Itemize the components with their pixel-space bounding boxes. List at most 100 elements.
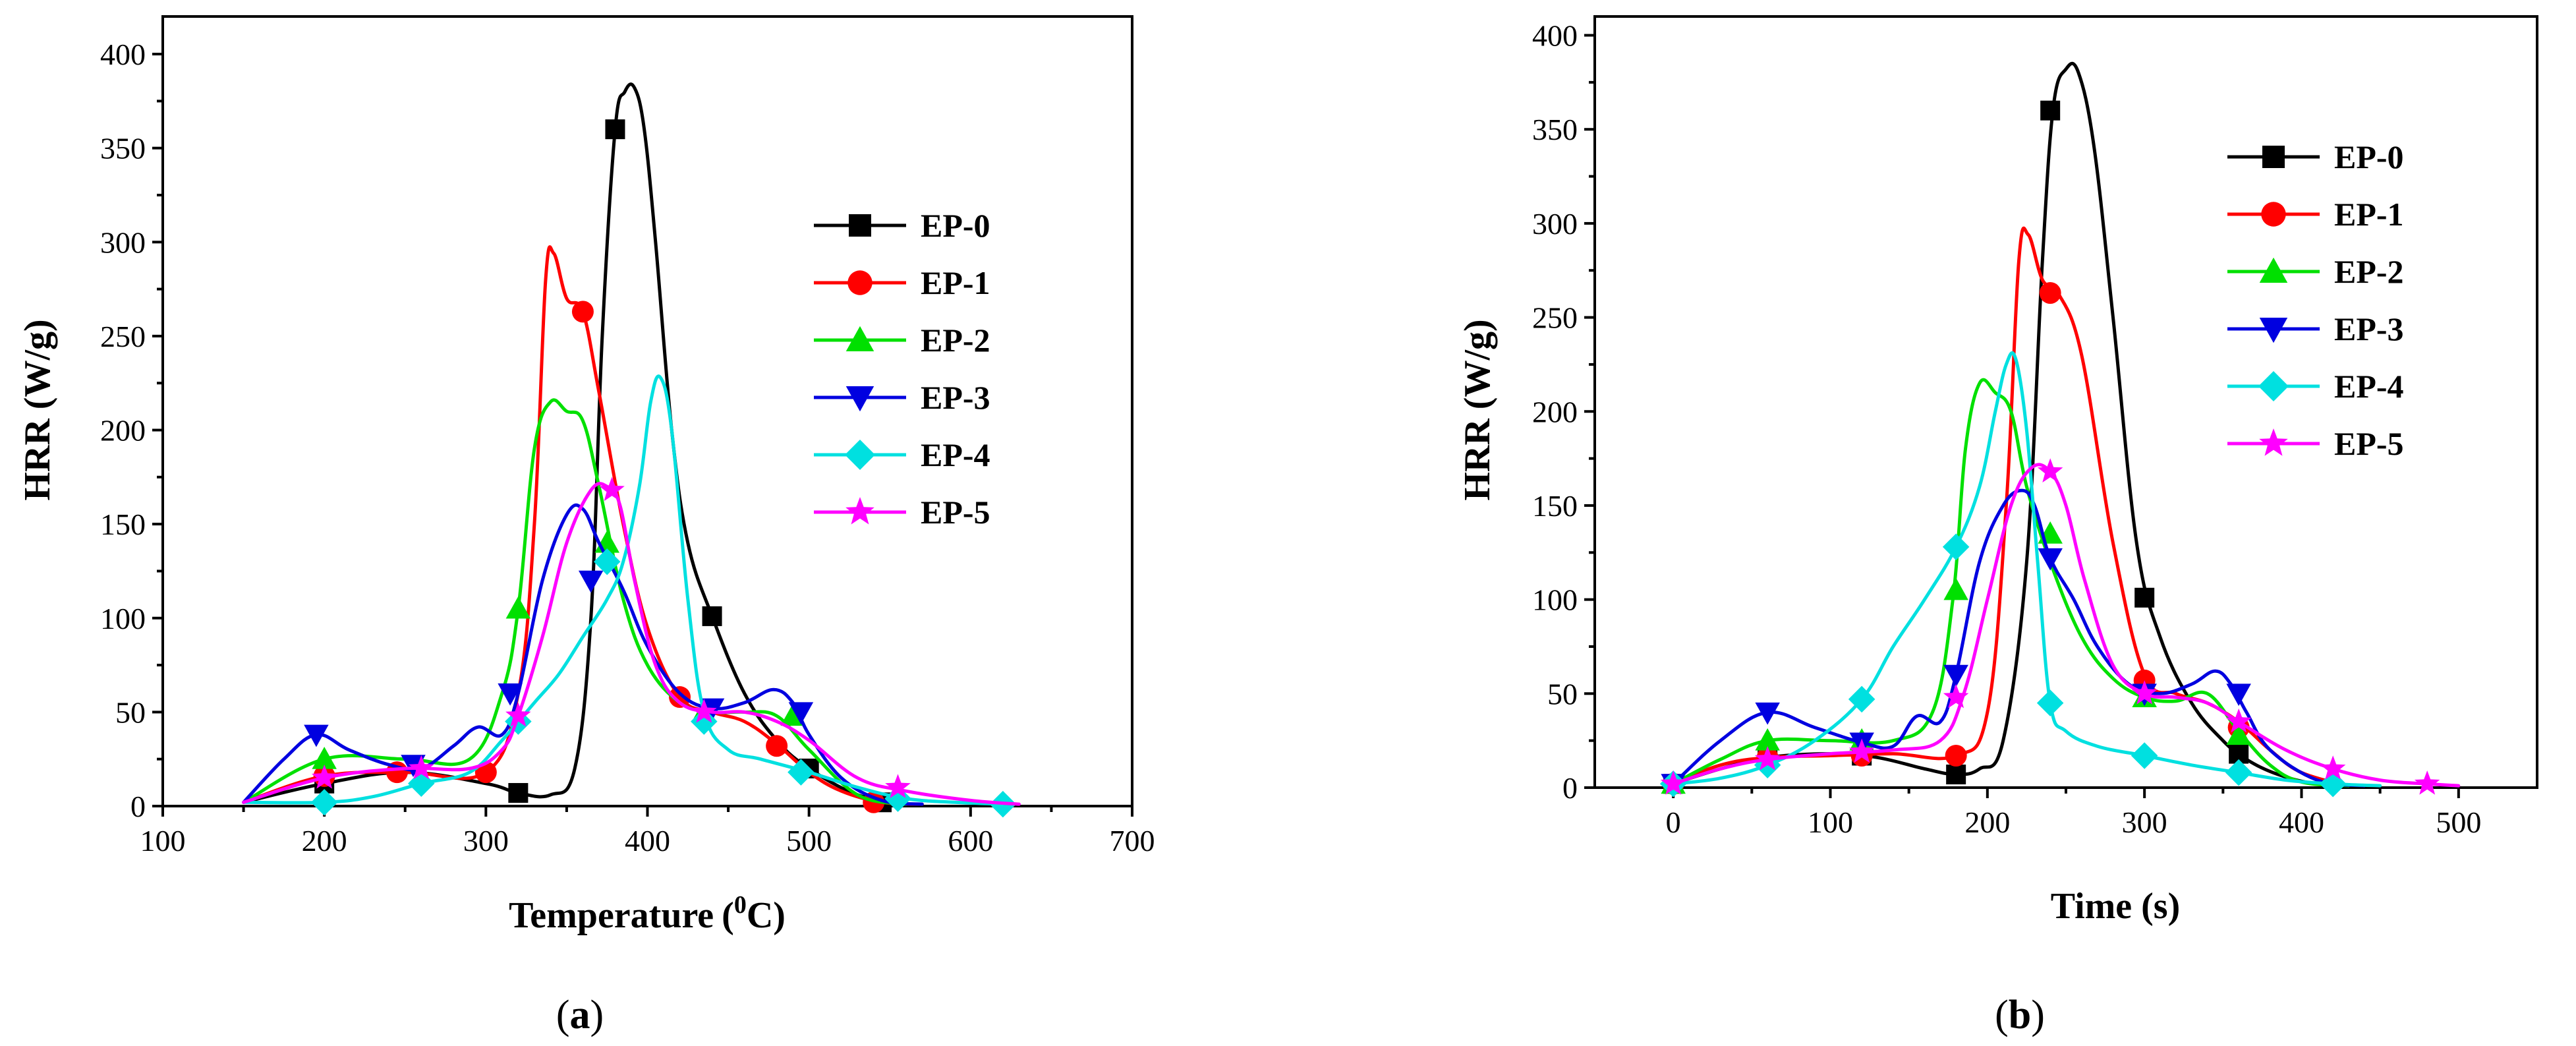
point-b-ep-4-4 (2036, 689, 2064, 716)
legend-label-b-ep-2: EP-2 (2334, 253, 2404, 290)
series-a-ep-4 (242, 374, 1017, 818)
y-tick-label-a-7: 350 (100, 132, 146, 165)
series-a (242, 82, 1021, 818)
point-a-ep-5-1 (409, 755, 434, 780)
legend-b: EP-0 EP-1 EP-2 EP-3 EP-4 EP-5 (2227, 138, 2404, 462)
axes-b: 0 100 200 300 400 500 0 50 100 150 200 250 300 350 400 (1532, 19, 2481, 839)
series-a-ep-5 (242, 477, 1021, 806)
legend-label-a-ep-0: EP-0 (921, 207, 990, 244)
point-a-ep-4-3 (593, 548, 621, 575)
x-tick-label-b-3: 300 (2122, 805, 2167, 839)
x-tick-label-a-5: 600 (948, 824, 993, 857)
point-b-ep-1-4 (2039, 281, 2061, 304)
x-axis-title-a-sup: 0 (734, 891, 747, 919)
point-b-ep-5-1 (1754, 745, 1781, 770)
point-b-ep-4-5 (2131, 742, 2158, 769)
y-axis-title-a: HRR (W/g) (17, 319, 58, 500)
point-b-ep-4-2 (1848, 685, 1875, 713)
point-b-ep-5-6 (2225, 708, 2252, 733)
chart-panel-b: 0 100 200 300 400 500 0 50 100 150 200 250 300 350 400… (1457, 15, 2538, 1037)
legend-marker-a-ep-2 (845, 326, 874, 351)
legend-label-a-ep-3: EP-3 (921, 379, 990, 416)
legend-label-a-ep-4: EP-4 (921, 436, 990, 473)
panel-label-b-letter: b (2009, 993, 2031, 1037)
point-b-ep-0-5 (2134, 587, 2155, 608)
y-tick-label-a-1: 50 (115, 695, 146, 729)
y-tick-label-b-7: 350 (1532, 113, 1578, 146)
legend-label-b-ep-5: EP-5 (2334, 425, 2404, 462)
legend-marker-a-ep-5 (845, 497, 874, 525)
point-a-ep-5-5 (885, 774, 911, 798)
legend-entry-a-ep-0: EP-0 (814, 207, 990, 244)
point-b-ep-0-3 (1946, 765, 1966, 785)
x-axis-title-a: Temperature (0C) (509, 891, 786, 936)
y-tick-label-b-0: 0 (1562, 771, 1578, 805)
point-b-ep-1-3 (1945, 744, 1967, 767)
legend-entry-a-ep-1: EP-1 (814, 264, 990, 301)
point-a-ep-4-0 (310, 789, 338, 816)
point-b-ep-2-3 (1943, 577, 1968, 600)
x-tick-label-a-3: 400 (625, 824, 670, 857)
x-tick-label-a-2: 300 (463, 824, 509, 857)
y-tick-label-b-4: 200 (1532, 395, 1578, 428)
series-line-a-ep-2 (242, 398, 908, 806)
point-a-ep-0-3 (702, 606, 722, 626)
series-line-b-ep-5 (1671, 463, 2461, 788)
legend-entry-b-ep-5: EP-5 (2227, 425, 2404, 462)
y-tick-label-b-3: 150 (1532, 489, 1578, 523)
point-b-ep-0-4 (2040, 100, 2061, 121)
point-a-ep-4-4 (691, 708, 718, 735)
legend-entry-a-ep-2: EP-2 (814, 322, 990, 359)
legend-entry-b-ep-2: EP-2 (2227, 253, 2404, 290)
x-tick-label-b-4: 400 (2279, 805, 2324, 839)
series-a-ep-2 (242, 398, 908, 806)
legend-label-a-ep-2: EP-2 (921, 322, 990, 359)
point-b-ep-3-1 (1755, 702, 1780, 725)
y-tick-label-b-2: 100 (1532, 583, 1578, 617)
point-a-ep-3-5 (788, 702, 814, 725)
y-tick-label-b-1: 50 (1547, 677, 1578, 711)
point-b-ep-3-3 (1943, 664, 1968, 687)
point-a-ep-5-2 (505, 702, 531, 727)
legend-a: EP-0 EP-1 EP-2 EP-3 EP-4 EP-5 (814, 207, 990, 531)
point-a-ep-0-2 (605, 119, 625, 140)
legend-marker-b-ep-3 (2259, 318, 2288, 343)
legend-label-a-ep-5: EP-5 (921, 494, 990, 531)
legend-label-a-ep-1: EP-1 (921, 264, 990, 301)
x-tick-label-b-5: 500 (2436, 805, 2481, 839)
chart-panel-a: 100 200 300 400 500 600 700 0 50 100 150 200 250 300 3… (17, 15, 1155, 1037)
legend-marker-b-ep-5 (2259, 428, 2288, 456)
y-tick-label-a-2: 100 (100, 602, 146, 635)
x-axis-title-b: Time (s) (2051, 886, 2181, 927)
series-b (1659, 61, 2461, 798)
x-axis-title-a-unit: C) (747, 895, 786, 936)
y-tick-label-a-4: 200 (100, 414, 146, 448)
legend-marker-b-ep-4 (2258, 371, 2289, 401)
point-b-ep-3-4 (2038, 548, 2063, 571)
legend-label-b-ep-3: EP-3 (2334, 310, 2404, 347)
point-b-ep-4-6 (2225, 759, 2252, 786)
y-tick-label-a-5: 250 (100, 320, 146, 353)
point-a-ep-5-0 (311, 765, 337, 789)
point-a-ep-1-3 (571, 301, 594, 323)
point-a-ep-3-0 (304, 724, 329, 747)
series-line-b-ep-0 (1671, 61, 2366, 788)
legend-entry-a-ep-3: EP-3 (814, 379, 990, 416)
legend-entry-a-ep-4: EP-4 (814, 436, 990, 473)
point-b-ep-5-2 (1848, 738, 1875, 763)
point-a-ep-1-5 (766, 735, 788, 757)
y-tick-label-a-8: 400 (100, 38, 146, 71)
legend-marker-b-ep-0 (2262, 146, 2285, 168)
x-tick-label-a-0: 100 (140, 824, 186, 857)
point-a-ep-3-2 (498, 683, 523, 706)
panel-label-a-letter: a (570, 993, 590, 1037)
panel-label-b: (b) (1995, 993, 2045, 1037)
legend-marker-b-ep-1 (2261, 202, 2286, 227)
point-a-ep-4-5 (787, 759, 815, 786)
series-line-b-ep-2 (1671, 378, 2351, 788)
x-tick-label-b-2: 200 (1964, 805, 2010, 839)
point-a-ep-1-4 (669, 686, 691, 709)
legend-entry-b-ep-3: EP-3 (2227, 310, 2404, 347)
legend-label-b-ep-1: EP-1 (2334, 196, 2404, 233)
